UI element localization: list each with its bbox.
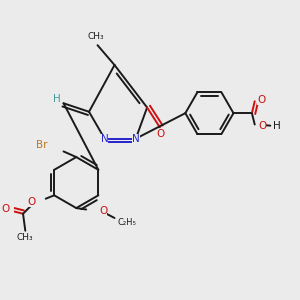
Text: H: H: [273, 121, 280, 130]
Text: O: O: [258, 121, 266, 130]
Text: O: O: [257, 95, 265, 105]
Text: O: O: [1, 204, 9, 214]
Text: O: O: [99, 206, 107, 216]
Text: CH₃: CH₃: [88, 32, 104, 41]
Text: H: H: [53, 94, 61, 104]
Text: N: N: [101, 134, 109, 144]
Text: Br: Br: [37, 140, 48, 150]
Text: O: O: [28, 197, 36, 207]
Text: O: O: [157, 129, 165, 140]
Text: N: N: [132, 134, 140, 144]
Text: C₂H₅: C₂H₅: [117, 218, 136, 227]
Text: CH₃: CH₃: [17, 233, 34, 242]
